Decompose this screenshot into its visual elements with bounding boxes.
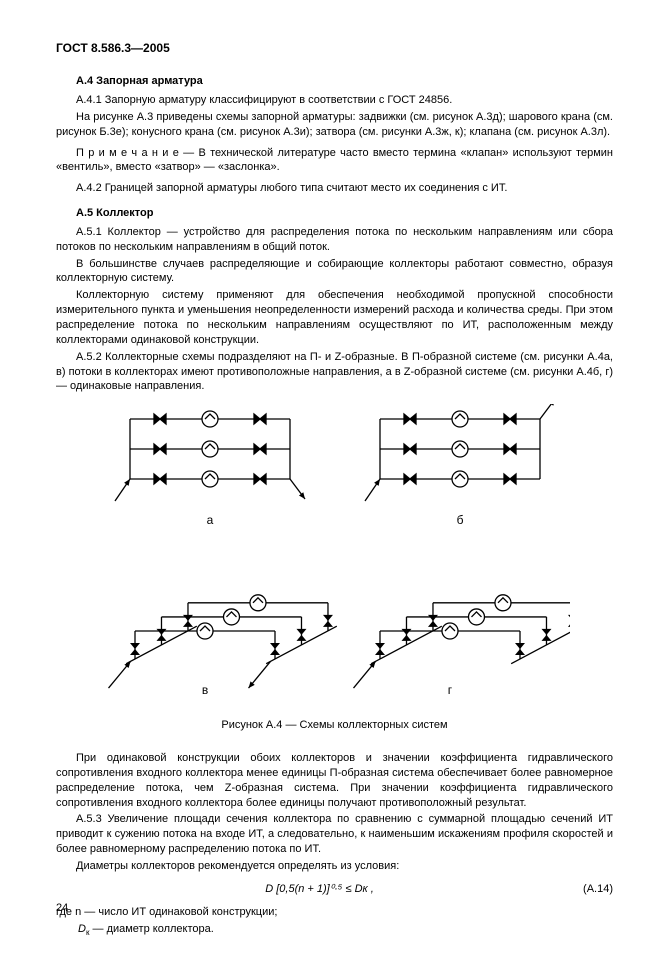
page-number: 24	[56, 901, 68, 916]
formula-row: D [0,5(n + 1)]⁰·⁵ ≤ Dк , (А.14)	[56, 882, 613, 897]
para-a4-note: П р и м е ч а н и е — В технической лите…	[56, 146, 613, 176]
figure-caption: Рисунок А.4 — Схемы коллекторных систем	[56, 718, 613, 733]
para-a4-1: А.4.1 Запорную арматуру классифицируют в…	[56, 93, 613, 108]
doc-header: ГОСТ 8.586.3—2005	[56, 40, 613, 56]
para-a5-1c: Коллекторную систему применяют для обесп…	[56, 288, 613, 347]
svg-text:б: б	[456, 513, 463, 527]
where-line-1: где n — число ИТ одинаковой конструкции;	[56, 905, 613, 920]
para-a5-2: А.5.2 Коллекторные схемы подразделяют на…	[56, 350, 613, 395]
para-after1: При одинаковой конструкции обоих коллект…	[56, 751, 613, 810]
svg-text:а: а	[206, 513, 213, 527]
svg-text:г: г	[447, 683, 452, 697]
section-a5-title: А.5 Коллектор	[76, 206, 613, 221]
para-a5-3b: Диаметры коллекторов рекомендуется опред…	[56, 859, 613, 874]
formula-number: (А.14)	[583, 882, 613, 897]
para-a5-3: А.5.3 Увеличение площади сечения коллект…	[56, 812, 613, 857]
section-a4-title: А.4 Запорная арматура	[76, 74, 613, 89]
where2-text: — диаметр коллектора.	[89, 923, 213, 935]
where2-sym: Dк	[78, 923, 89, 935]
para-a5-1b: В большинстве случаев распределяющие и с…	[56, 257, 613, 287]
formula: D [0,5(n + 1)]⁰·⁵ ≤ Dк ,	[245, 882, 394, 897]
para-a4-1b: На рисунке А.3 приведены схемы запорной …	[56, 110, 613, 140]
para-a4-2: А.4.2 Границей запорной арматуры любого …	[56, 181, 613, 196]
svg-text:в: в	[201, 683, 207, 697]
figure-a4: а б в г	[56, 404, 613, 704]
para-a5-1: А.5.1 Коллектор — устройство для распред…	[56, 225, 613, 255]
